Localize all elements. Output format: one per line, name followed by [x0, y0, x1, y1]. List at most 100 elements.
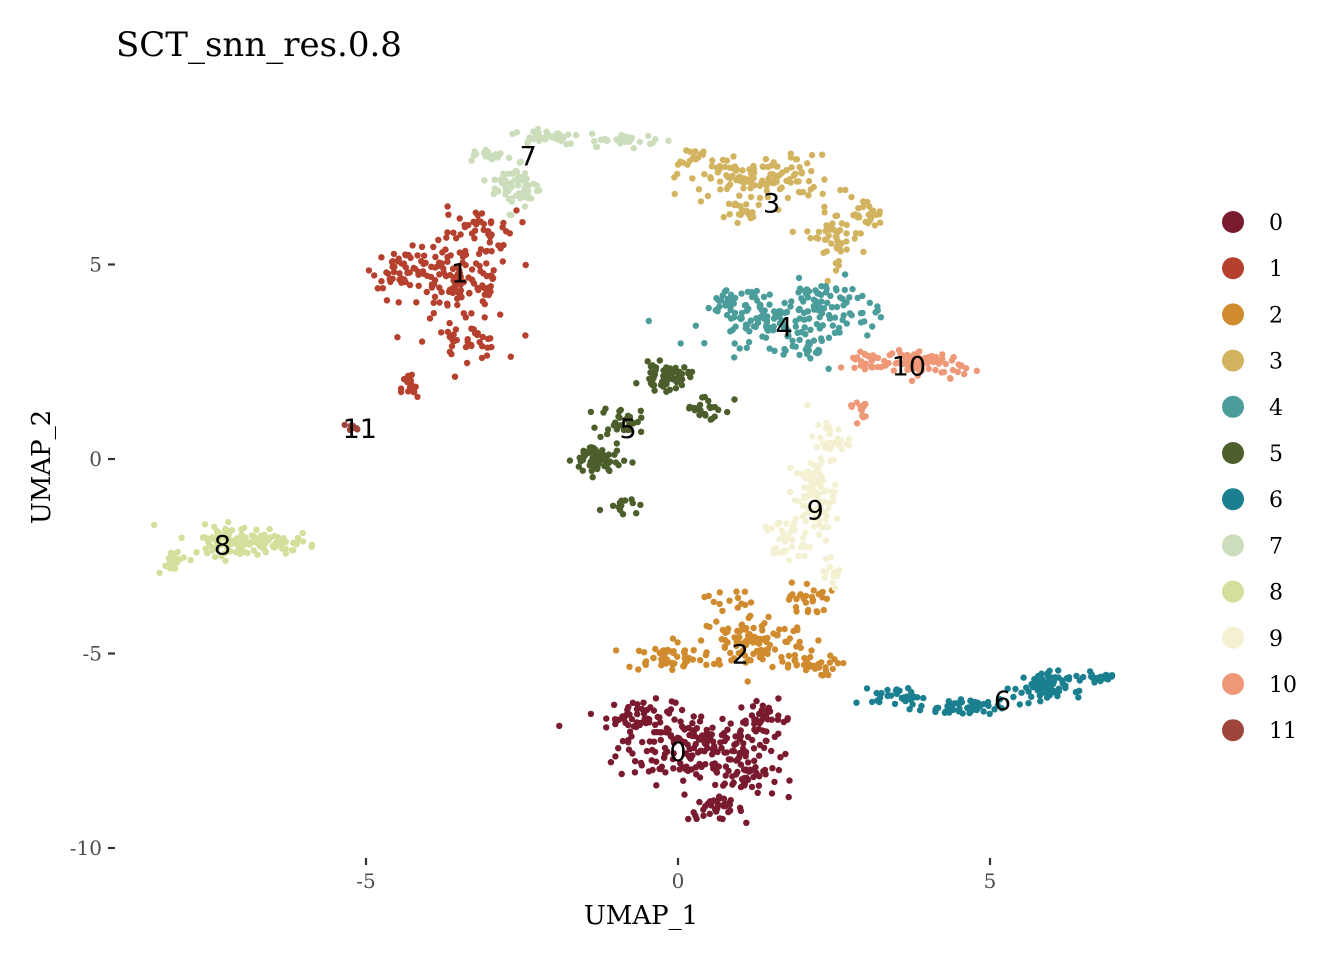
cluster-9-point — [801, 484, 808, 491]
cluster-4-point — [785, 332, 792, 340]
cluster-2-point — [778, 653, 785, 661]
cluster-9-point — [830, 569, 838, 576]
cluster-0-point — [740, 766, 748, 773]
cluster-8-point — [211, 523, 218, 531]
cluster-labels-layer: 0 1 2 3 4 5 6 7 8 9 10 11 — [214, 142, 1011, 768]
cluster-3-point — [876, 211, 883, 218]
cluster-4-point — [795, 289, 802, 296]
cluster-0-point — [748, 712, 756, 719]
cluster-10-point — [961, 370, 968, 378]
cluster-4-point — [701, 340, 708, 347]
cluster-8-point — [282, 545, 289, 553]
cluster-0-point — [646, 738, 653, 745]
cluster-2-point — [826, 659, 833, 666]
cluster-1-point — [485, 291, 492, 299]
cluster-9-point — [821, 574, 828, 581]
cluster-4-point — [796, 305, 803, 313]
cluster-1-point — [444, 229, 451, 236]
cluster-3-point — [796, 164, 803, 171]
cluster-5-point — [604, 426, 612, 433]
cluster-9-point — [838, 445, 846, 453]
cluster-0-point — [755, 710, 763, 718]
cluster-0-point — [722, 772, 729, 779]
cluster-4-point — [728, 298, 735, 306]
cluster-9-point — [829, 579, 836, 586]
cluster-0-point — [736, 749, 743, 757]
cluster-2-point — [697, 637, 705, 644]
cluster-3-point — [795, 188, 803, 196]
cluster-3-point — [739, 167, 746, 174]
cluster-2-point — [815, 664, 823, 671]
cluster-4-point — [788, 298, 795, 305]
cluster-4-point — [839, 295, 846, 303]
cluster-8-point — [170, 550, 177, 558]
cluster-3-point — [726, 175, 734, 182]
cluster-5-point — [595, 460, 603, 467]
cluster-9-point — [818, 473, 825, 480]
cluster-3-point — [815, 235, 822, 242]
cluster-7-point — [546, 133, 553, 140]
cluster-4-point — [825, 365, 832, 372]
y-tick-label: -10 — [70, 836, 102, 860]
cluster-3-point — [750, 175, 757, 182]
cluster-2-point — [807, 653, 814, 661]
cluster-10-point — [940, 368, 948, 376]
cluster-0-point — [743, 819, 750, 826]
cluster-9-point — [778, 549, 785, 556]
cluster-3-point — [763, 187, 771, 195]
cluster-5-point — [699, 394, 706, 401]
cluster-4-point — [731, 354, 738, 361]
legend-label-11: 11 — [1269, 719, 1297, 744]
cluster-2-point — [681, 647, 689, 654]
cluster-4-point — [792, 323, 799, 330]
cluster-3-point — [848, 193, 855, 201]
cluster-1-point — [374, 285, 381, 292]
cluster-2-point — [731, 634, 738, 641]
cluster-1-point — [430, 280, 438, 288]
cluster-4-point — [872, 309, 879, 316]
cluster-0-point — [671, 716, 678, 723]
cluster-6-point — [873, 689, 880, 697]
cluster-7-point — [524, 190, 531, 197]
cluster-0-point — [726, 807, 734, 814]
cluster-10-point — [892, 360, 899, 367]
legend-swatch-6 — [1222, 488, 1244, 511]
cluster-4-point — [743, 344, 750, 351]
cluster-5-point — [611, 451, 618, 458]
cluster-5-point — [724, 408, 731, 416]
cluster-5-point — [629, 459, 636, 466]
cluster-3-point — [762, 155, 770, 163]
cluster-1-point — [432, 253, 439, 261]
cluster-9-point — [780, 531, 787, 538]
cluster-0-point — [651, 748, 659, 756]
cluster-1-point — [378, 254, 385, 261]
cluster-2-point — [656, 649, 663, 657]
cluster-9-point — [831, 584, 839, 592]
cluster-6-point — [946, 709, 953, 716]
cluster-1-point — [388, 258, 396, 266]
cluster-9-point — [813, 443, 821, 450]
cluster-2-point — [819, 594, 826, 601]
cluster-0-point — [652, 695, 660, 702]
cluster-9-point — [815, 508, 823, 515]
cluster-11-point — [354, 426, 361, 433]
cluster-4-point — [742, 325, 749, 332]
cluster-1-point — [445, 211, 452, 218]
cluster-2-point — [747, 599, 755, 606]
cluster-1-point — [444, 302, 451, 309]
legend-swatch-9 — [1222, 626, 1244, 649]
cluster-2-point — [736, 634, 743, 641]
cluster-6-point — [1055, 685, 1063, 692]
cluster-0-point — [786, 777, 793, 784]
cluster-1-point — [482, 248, 490, 255]
cluster-3-point — [843, 230, 850, 237]
cluster-1-point — [497, 245, 504, 252]
cluster-9-point — [817, 455, 824, 462]
cluster-0-point — [689, 720, 696, 727]
cluster-1-point — [519, 219, 526, 226]
cluster-10-point — [942, 360, 949, 368]
cluster-4-point — [757, 313, 765, 320]
cluster-1-point — [483, 352, 491, 359]
cluster-0-point — [760, 727, 767, 734]
cluster-7-point — [516, 159, 524, 166]
